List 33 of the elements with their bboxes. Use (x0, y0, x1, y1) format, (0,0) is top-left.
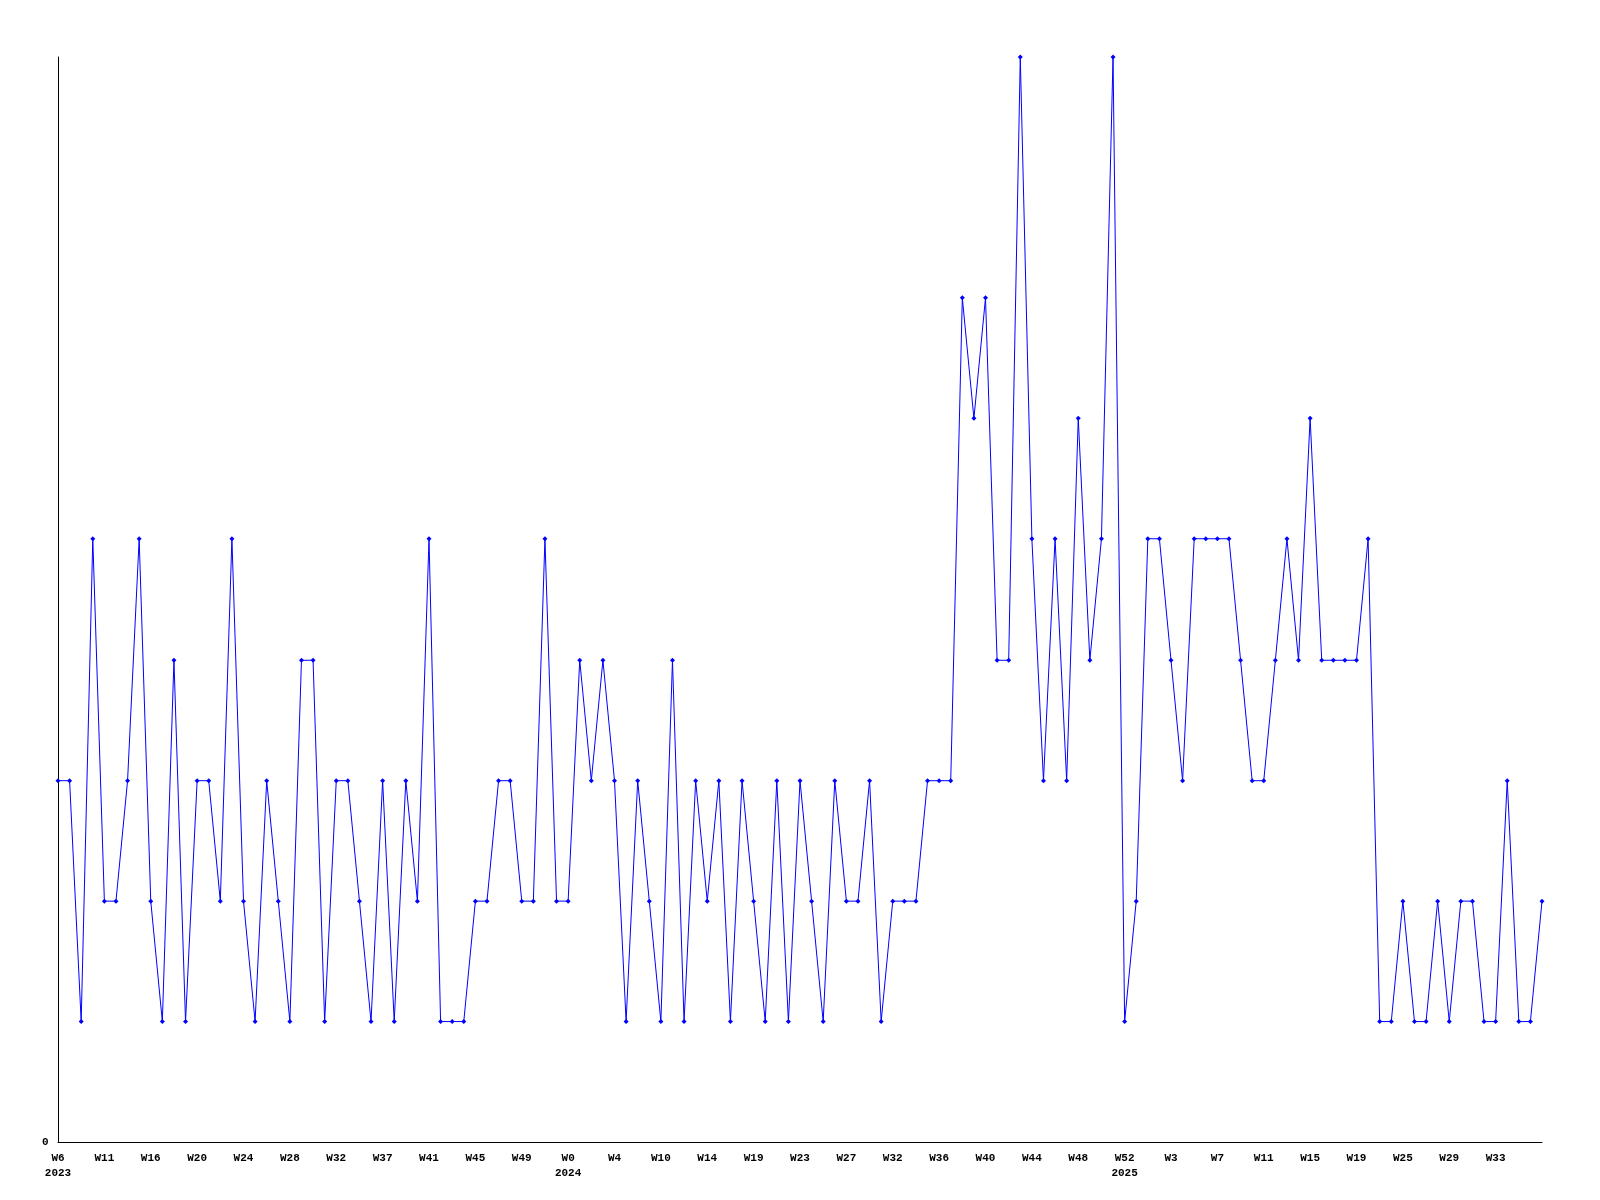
x-tick-label: W10 (650, 1151, 671, 1164)
x-tick-label: W52 2025 (1111, 1151, 1139, 1179)
x-tick-label: W4 (607, 1151, 622, 1164)
x-tick-label: W7 (1210, 1151, 1224, 1164)
x-tick-label: W27 (836, 1151, 857, 1164)
x-tick-label: W16 (140, 1151, 161, 1164)
text: 0 (42, 1135, 49, 1148)
x-tick-label: W40 (975, 1151, 996, 1164)
x-tick-label: W48 (1068, 1151, 1089, 1164)
x-tick-label: W33 (1485, 1151, 1506, 1164)
x-tick-label: W11 (94, 1151, 115, 1164)
x-tick-label: W41 (419, 1151, 440, 1164)
x-tick-label: W28 (279, 1151, 301, 1164)
x-tick-label: W37 (372, 1151, 393, 1164)
x-tick-label: W32 (882, 1151, 903, 1164)
x-tick-label: W29 (1439, 1151, 1460, 1164)
x-tick-label: W32 (326, 1151, 347, 1164)
x-tick-label: W24 (233, 1151, 254, 1164)
x-tick-label: W15 (1300, 1151, 1321, 1164)
x-tick-label: W20 (187, 1151, 208, 1164)
x-tick-label: W0 2024 (554, 1151, 582, 1179)
x-tick-label: W49 (511, 1151, 532, 1164)
x-tick-label: W19 (1346, 1151, 1367, 1164)
x-tick-label: W3 (1164, 1151, 1178, 1164)
x-tick-label: W14 (697, 1151, 718, 1164)
x-tick-label: W45 (465, 1151, 486, 1164)
x-tick-label: W36 (929, 1151, 950, 1164)
x-tick-label: W6 2023 (44, 1151, 72, 1179)
x-tick-label: W23 (790, 1151, 811, 1164)
x-tick-label: W25 (1392, 1151, 1414, 1164)
x-tick-label: W19 (743, 1151, 764, 1164)
x-tick-label: W44 (1021, 1151, 1043, 1164)
x-tick-label: W11 (1253, 1151, 1275, 1164)
